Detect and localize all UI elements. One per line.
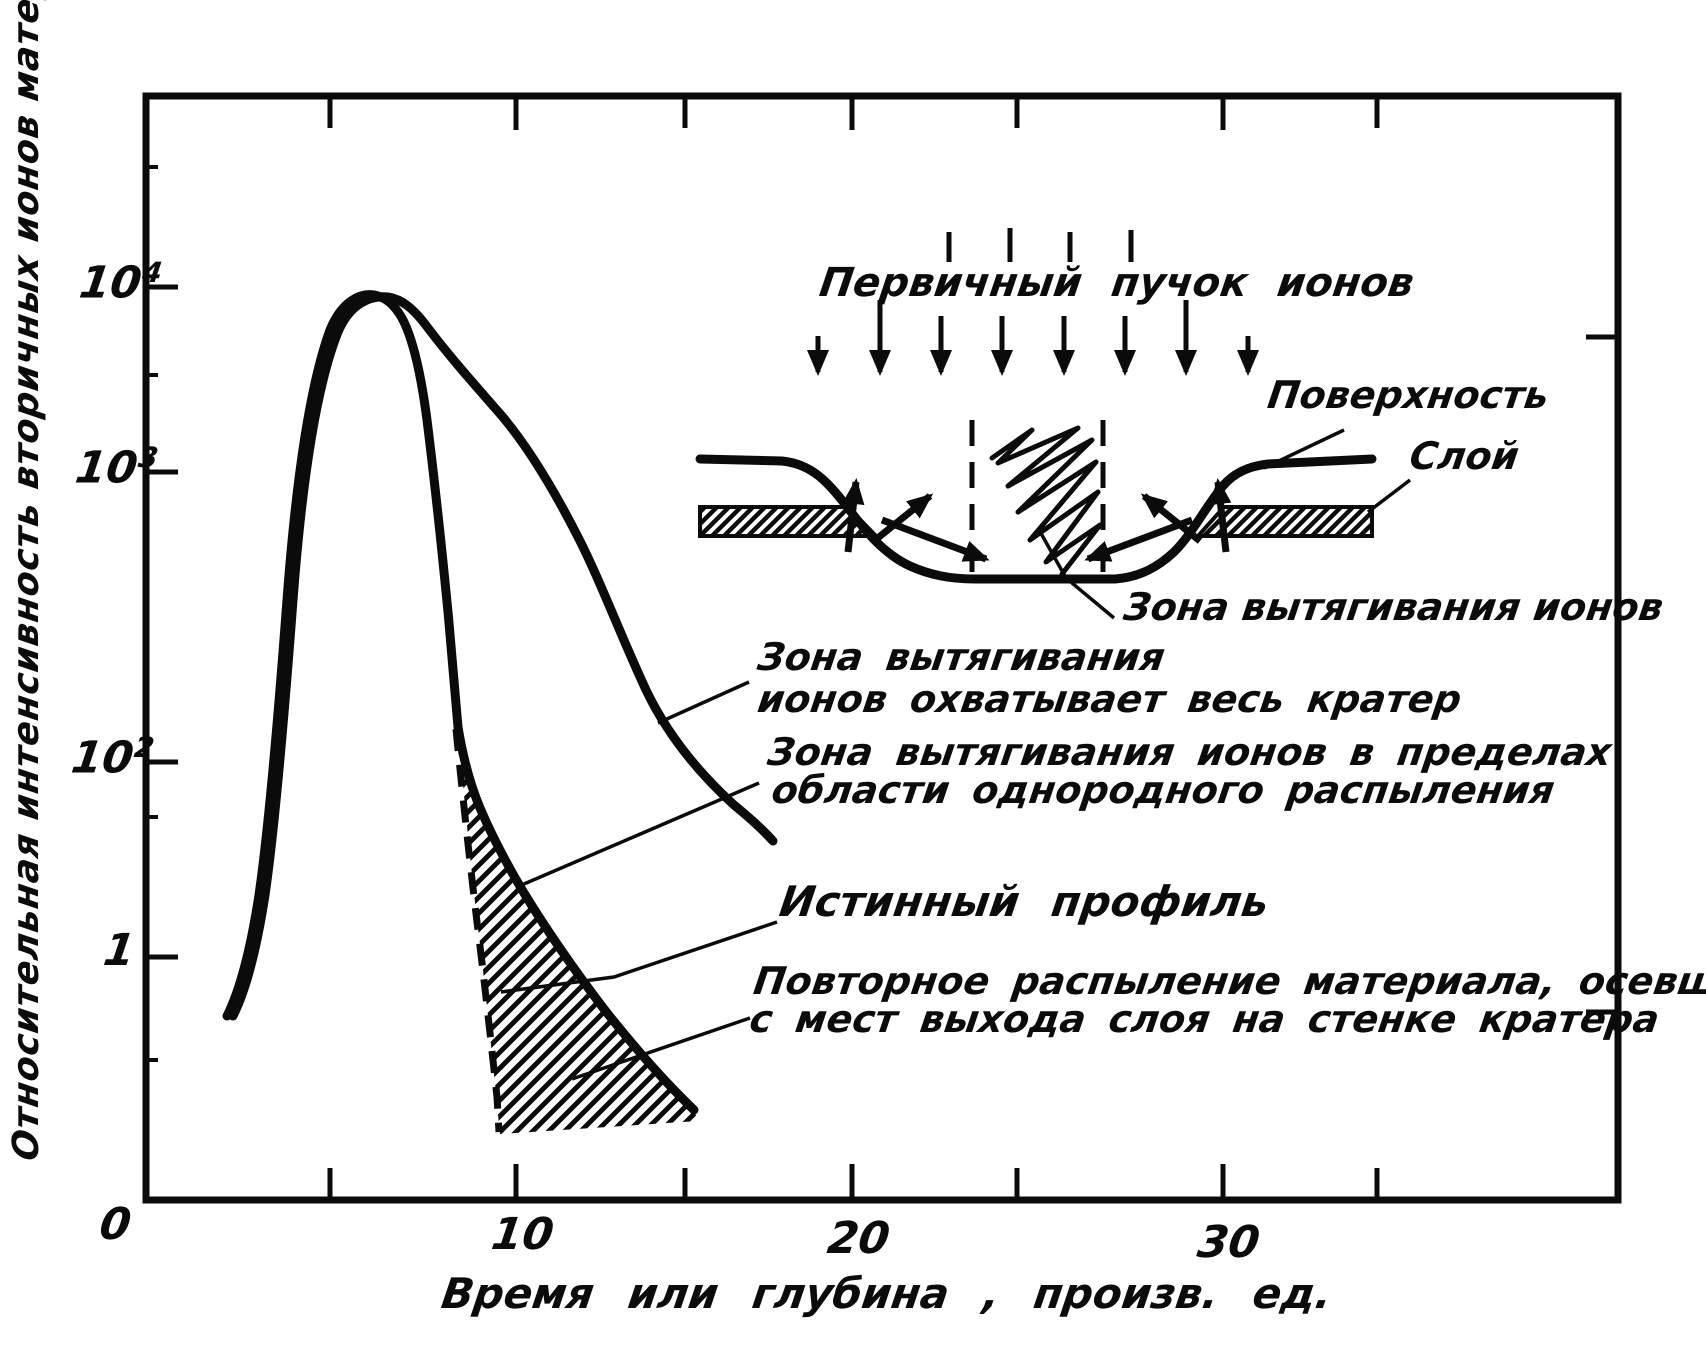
x-tick-label-30: 30 xyxy=(1194,1217,1263,1268)
resputtering-hatch-region xyxy=(458,727,698,1134)
annotation-resputtering-line2: с мест выхода слоя на стенке кратера xyxy=(747,997,1663,1041)
ion-beam-arrows xyxy=(807,228,1259,376)
y-tick-label-1e3: 103 xyxy=(72,441,161,494)
curve-true-profile xyxy=(452,728,503,1133)
x-tick-label-20: 20 xyxy=(824,1213,893,1264)
curve-full-crater-extraction xyxy=(228,292,778,1021)
y-tick-label-1: 1 xyxy=(100,925,139,976)
origin-label: 0 xyxy=(96,1199,135,1250)
y-tick-label-1e2: 102 xyxy=(68,731,157,784)
layer-band-right xyxy=(1193,505,1374,538)
annotation-full-crater-line1: Зона вытягивания xyxy=(755,635,1168,679)
annotation-uniform-zone-line2: области однородного распыления xyxy=(769,768,1558,812)
annotation-resputtering-line1: Повторное распыление материала, осевшего xyxy=(751,959,1706,1003)
inset-crater-sketch xyxy=(695,228,1377,584)
axis-ticks xyxy=(146,96,1618,1200)
x-axis-title: Время или глубина , произв. ед. xyxy=(438,1269,1335,1318)
extraction-zone-scribble xyxy=(989,425,1103,577)
plot-frame xyxy=(142,92,1622,1204)
curve-uniform-zone-extraction xyxy=(222,290,699,1115)
y-axis-title: Относительная интенсивность вторичных ио… xyxy=(6,0,47,1164)
primary-ion-beam-label: Первичный пучок ионов xyxy=(816,260,1417,306)
y-tick-label-1e4: 104 xyxy=(76,256,165,309)
sputter-arrows xyxy=(842,478,1232,563)
extraction-zone-label: Зона вытягивания ионов xyxy=(1121,585,1667,629)
leader-lines xyxy=(500,428,1412,1081)
layer-label: Слой xyxy=(1407,434,1522,478)
annotation-true-profile: Истинный профиль xyxy=(776,877,1272,926)
x-tick-label-10: 10 xyxy=(488,1209,557,1260)
annotation-full-crater-line2: ионов охватывает весь кратер xyxy=(755,677,1465,721)
surface-label: Поверхность xyxy=(1265,373,1552,417)
annotation-uniform-zone-line1: Зона вытягивания ионов в пределах xyxy=(765,730,1615,774)
